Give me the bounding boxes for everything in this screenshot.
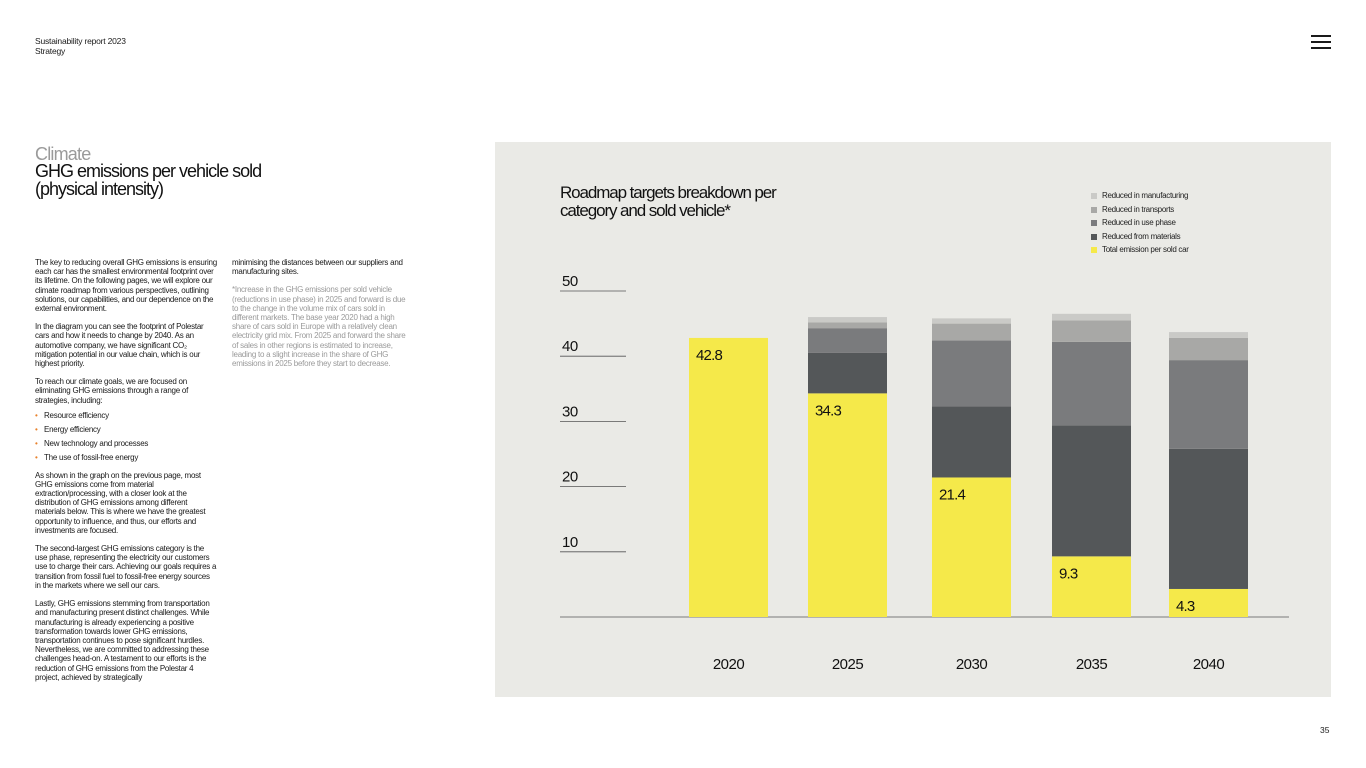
legend-item: Total emission per sold car bbox=[1091, 245, 1189, 259]
paragraph: Lastly, GHG emissions stemming from tran… bbox=[35, 599, 210, 682]
paragraph: To reach our climate goals, we are focus… bbox=[35, 377, 189, 405]
bar-segment-total bbox=[1169, 588, 1248, 617]
list-item: • New technology and processes bbox=[35, 439, 149, 449]
bar-segment-materials bbox=[932, 406, 1011, 478]
hamburger-menu-icon[interactable] bbox=[1311, 35, 1331, 50]
bar-segment-materials bbox=[808, 352, 887, 394]
bullet-icon: • bbox=[35, 439, 38, 449]
bar-segment-materials bbox=[1052, 425, 1131, 557]
strategy-list: • Resource efficiency • Energy efficiency … bbox=[35, 411, 217, 463]
text-column-right: minimising the distances between our sup… bbox=[232, 258, 407, 377]
legend-swatch bbox=[1091, 193, 1097, 199]
data-label: 34.3 bbox=[815, 402, 841, 419]
y-tick-label: 20 bbox=[562, 469, 578, 486]
text-column-left: The key to reducing overall GHG emission… bbox=[35, 258, 217, 691]
bar-segment-use-phase bbox=[808, 328, 887, 353]
legend-swatch bbox=[1091, 233, 1097, 240]
bar-segment-manufacturing bbox=[1052, 313, 1131, 321]
x-tick-label: 2035 bbox=[1076, 656, 1108, 673]
chart-legend: Reduced in manufacturing Reduced in tran… bbox=[1091, 191, 1189, 259]
y-tick-label: 40 bbox=[562, 338, 578, 355]
page-number: 35 bbox=[1320, 725, 1330, 735]
x-tick-label: 2025 bbox=[832, 656, 864, 673]
paragraph: minimising the distances between our sup… bbox=[232, 258, 403, 277]
legend-swatch bbox=[1091, 247, 1097, 254]
bullet-icon: • bbox=[35, 453, 38, 463]
bar-segment-manufacturing bbox=[808, 317, 887, 323]
report-header: Sustainability report 2023 Strategy bbox=[35, 36, 126, 56]
bar-segment-manufacturing bbox=[1169, 332, 1248, 338]
bar-segment-use-phase bbox=[932, 340, 1011, 407]
bar-segment-transports bbox=[932, 323, 1011, 341]
legend-swatch bbox=[1091, 206, 1097, 213]
data-label: 4.3 bbox=[1176, 598, 1195, 615]
bar-segment-total bbox=[808, 393, 887, 617]
bullet-icon: • bbox=[35, 410, 38, 420]
y-tick-label: 30 bbox=[562, 403, 578, 420]
x-tick-label: 2030 bbox=[956, 656, 988, 673]
chart-title: Roadmap targets breakdown per category a… bbox=[560, 183, 777, 220]
data-label: 42.8 bbox=[696, 347, 722, 364]
list-item: • Resource efficiency bbox=[35, 410, 109, 420]
paragraph: The second-largest GHG emissions categor… bbox=[35, 544, 217, 590]
paragraph: In the diagram you can see the footprint… bbox=[35, 322, 204, 369]
bar-segment-use-phase bbox=[1169, 360, 1248, 449]
page-title: GHG emissions per vehicle sold (physical… bbox=[35, 161, 262, 199]
section-name: Strategy bbox=[35, 46, 66, 56]
legend-item: Reduced in transports bbox=[1091, 205, 1189, 219]
bullet-icon: • bbox=[35, 425, 38, 435]
chart-panel: Roadmap targets breakdown per category a… bbox=[495, 142, 1331, 697]
y-tick-label: 10 bbox=[562, 534, 578, 551]
bar-segment-total bbox=[932, 477, 1011, 617]
data-label: 21.4 bbox=[939, 486, 965, 503]
list-item: • Energy efficiency bbox=[35, 425, 101, 435]
bar-segment-total bbox=[689, 337, 768, 617]
legend-swatch bbox=[1091, 220, 1097, 227]
list-item: • The use of fossil-free energy bbox=[35, 453, 139, 463]
bar-segment-use-phase bbox=[1052, 341, 1131, 426]
legend-item: Reduced in use phase bbox=[1091, 218, 1189, 232]
section-category: Climate bbox=[35, 144, 91, 164]
bar-segment-materials bbox=[1169, 448, 1248, 589]
data-label: 9.3 bbox=[1059, 565, 1078, 582]
x-tick-label: 2020 bbox=[713, 656, 745, 673]
bar-segment-transports bbox=[808, 322, 887, 329]
bar-segment-manufacturing bbox=[932, 318, 1011, 324]
x-tick-label: 2040 bbox=[1193, 656, 1225, 673]
y-tick-label: 50 bbox=[562, 273, 578, 290]
footnote: *Increase in the GHG emissions per sold … bbox=[232, 285, 406, 369]
paragraph: As shown in the graph on the previous pa… bbox=[35, 470, 206, 535]
bar-segment-transports bbox=[1169, 337, 1248, 361]
report-title: Sustainability report 2023 bbox=[35, 36, 126, 46]
bar-chart: 102030405042.8202034.3202521.420309.3203… bbox=[560, 273, 1289, 673]
bar-segment-transports bbox=[1052, 320, 1131, 342]
bar-segment-total bbox=[1052, 556, 1131, 617]
paragraph: The key to reducing overall GHG emission… bbox=[35, 258, 217, 314]
legend-item: Reduced from materials bbox=[1091, 232, 1189, 246]
legend-item: Reduced in manufacturing bbox=[1091, 191, 1189, 205]
